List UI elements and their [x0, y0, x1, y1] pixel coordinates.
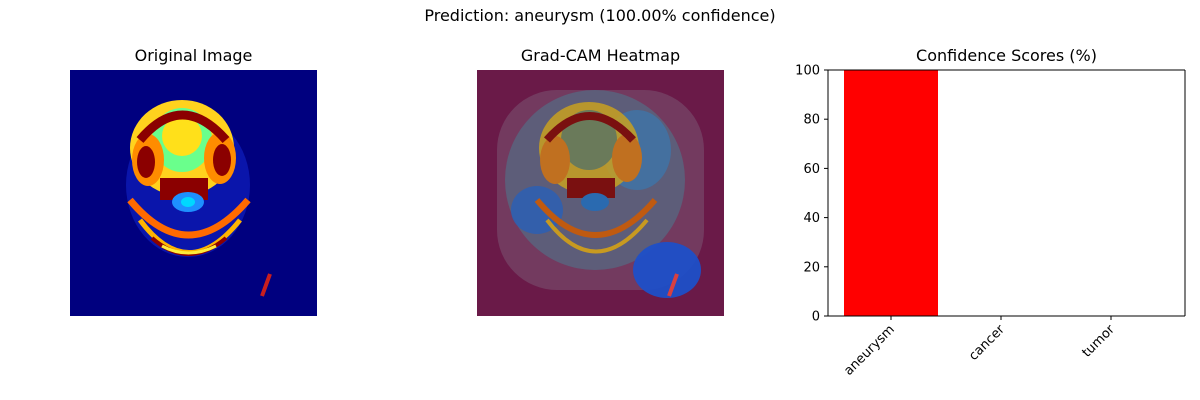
- original-mri-image: [70, 70, 317, 316]
- x-tick-label: aneurysm: [841, 322, 898, 379]
- original-image-title: Original Image: [134, 46, 253, 65]
- x-tick-label: tumor: [1079, 322, 1118, 361]
- y-tick-label: 40: [803, 211, 820, 226]
- y-tick-label: 100: [795, 64, 820, 79]
- gradcam-heatmap-image: [477, 70, 724, 316]
- gradcam-heatmap-title: Grad-CAM Heatmap: [520, 46, 681, 65]
- y-tick-label: 80: [803, 113, 820, 128]
- y-tick-label: 0: [812, 310, 820, 325]
- y-tick-label: 60: [803, 162, 820, 177]
- chart-title: Confidence Scores (%): [916, 46, 1097, 65]
- figure-suptitle: Prediction: aneurysm (100.00% confidence…: [424, 6, 776, 25]
- y-tick-label: 20: [803, 260, 820, 275]
- bar-aneurysm: [844, 70, 938, 316]
- x-tick-label: cancer: [966, 322, 1008, 364]
